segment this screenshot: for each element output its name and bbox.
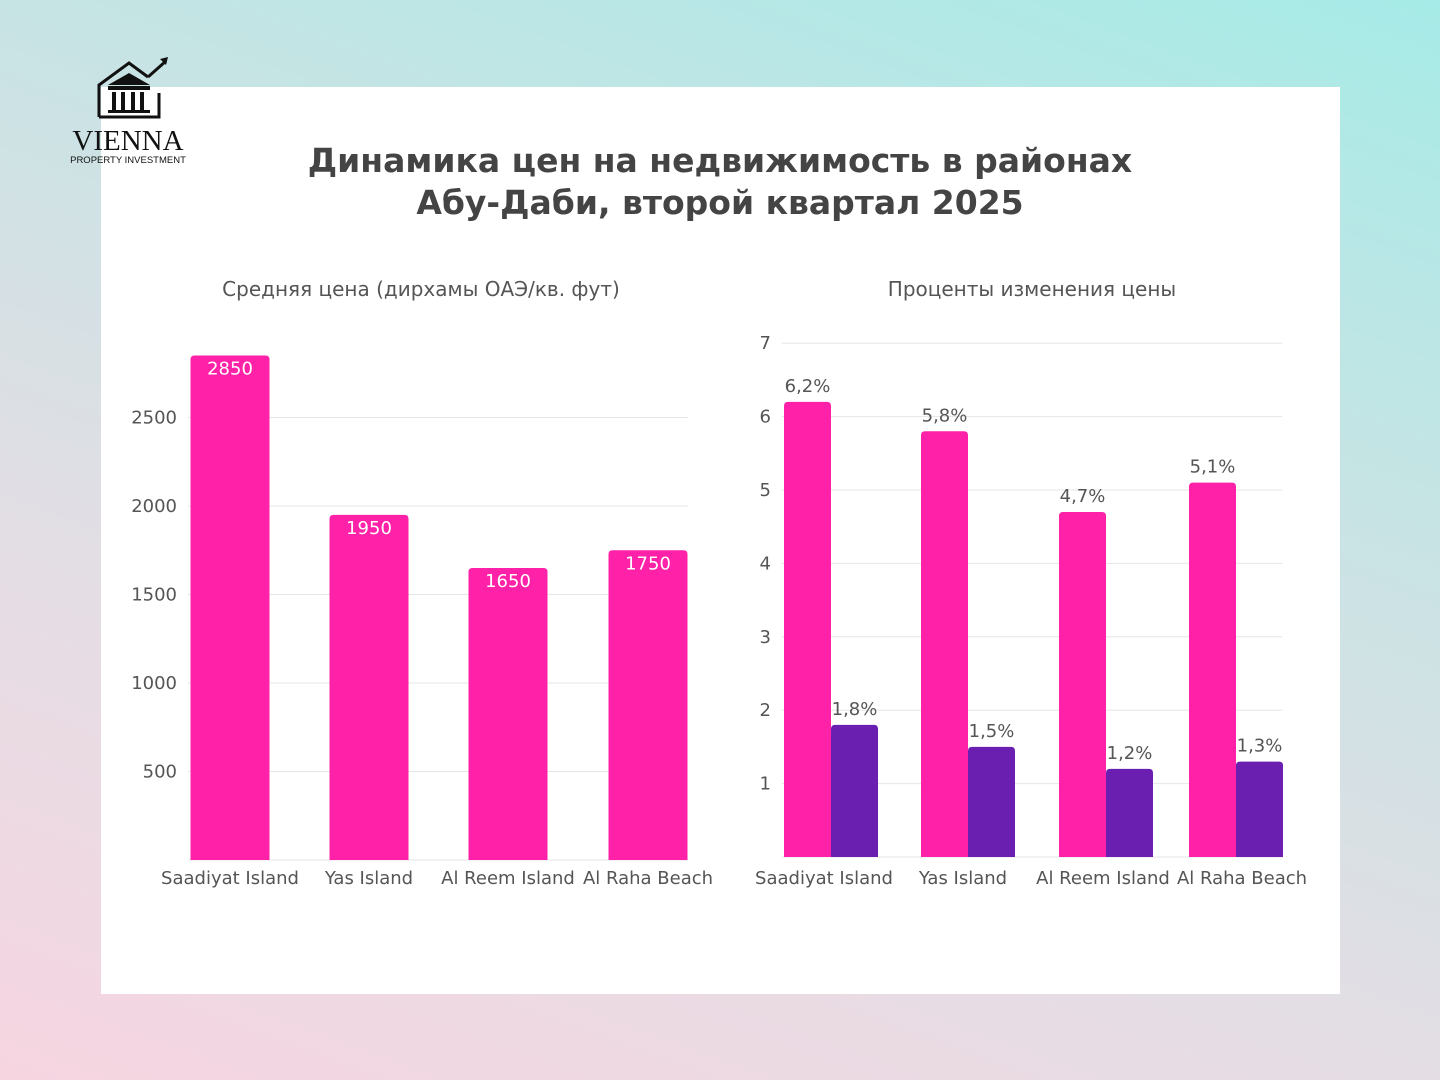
logo-tagline: PROPERTY INVESTMENT	[70, 155, 186, 166]
y-tick-label: 2000	[131, 496, 177, 517]
y-tick-label: 500	[143, 762, 177, 783]
data-label: 1650	[485, 571, 531, 592]
y-tick-label: 2500	[131, 408, 177, 429]
y-tick-label: 1	[760, 774, 771, 795]
y-tick-label: 6	[760, 407, 771, 428]
y-tick-label: 2	[760, 700, 771, 721]
y-tick-label: 5	[760, 480, 771, 501]
data-label: 1950	[346, 518, 392, 539]
x-category-label: Al Raha Beach	[1177, 868, 1307, 889]
series-1-bar-2	[1106, 768, 1153, 857]
series-1-bar-3	[1236, 761, 1283, 857]
title-line-1: Динамика цен на недвижимость в районах	[307, 141, 1133, 180]
data-label: 1750	[625, 553, 671, 574]
logo-name: VIENNA	[72, 125, 183, 157]
data-label: 5,1%	[1190, 457, 1236, 478]
bar-1	[329, 514, 409, 860]
x-category-label: Saadiyat Island	[755, 868, 893, 889]
x-category-label: Al Raha Beach	[583, 868, 713, 889]
x-category-label: Saadiyat Island	[161, 868, 299, 889]
x-category-label: Yas Island	[324, 868, 413, 889]
y-tick-label: 7	[760, 333, 771, 354]
right-chart-title: Проценты изменения цены	[888, 277, 1176, 301]
series-0-bar-0	[784, 401, 831, 857]
y-tick-label: 1000	[131, 673, 177, 694]
data-label: 1,3%	[1237, 736, 1283, 757]
series-0-bar-2	[1059, 512, 1106, 857]
series-0-bar-1	[921, 431, 968, 857]
bar-3	[608, 550, 688, 860]
vienna-logo: VIENNA PROPERTY INVESTMENT	[70, 57, 186, 166]
data-label: 6,2%	[785, 376, 831, 397]
y-tick-label: 3	[760, 627, 771, 648]
page-title: Динамика цен на недвижимость в районах А…	[0, 140, 1440, 224]
series-1-bar-1	[968, 746, 1015, 857]
series-0-bar-3	[1189, 482, 1236, 857]
x-category-label: Yas Island	[918, 868, 1007, 889]
bar-0	[190, 355, 270, 860]
y-tick-label: 4	[760, 553, 771, 574]
left-chart-title: Средняя цена (дирхамы ОАЭ/кв. фут)	[222, 277, 620, 301]
x-category-label: Al Reem Island	[441, 868, 575, 889]
data-label: 1,5%	[969, 721, 1015, 742]
title-line-2: Абу-Даби, второй квартал 2025	[416, 183, 1024, 222]
bar-2	[468, 567, 548, 860]
data-label: 2850	[207, 359, 253, 380]
data-label: 1,2%	[1107, 743, 1153, 764]
data-label: 5,8%	[922, 405, 968, 426]
y-tick-label: 1500	[131, 585, 177, 606]
x-category-label: Al Reem Island	[1036, 868, 1170, 889]
data-label: 1,8%	[832, 699, 878, 720]
series-1-bar-0	[831, 724, 878, 857]
data-label: 4,7%	[1060, 486, 1106, 507]
